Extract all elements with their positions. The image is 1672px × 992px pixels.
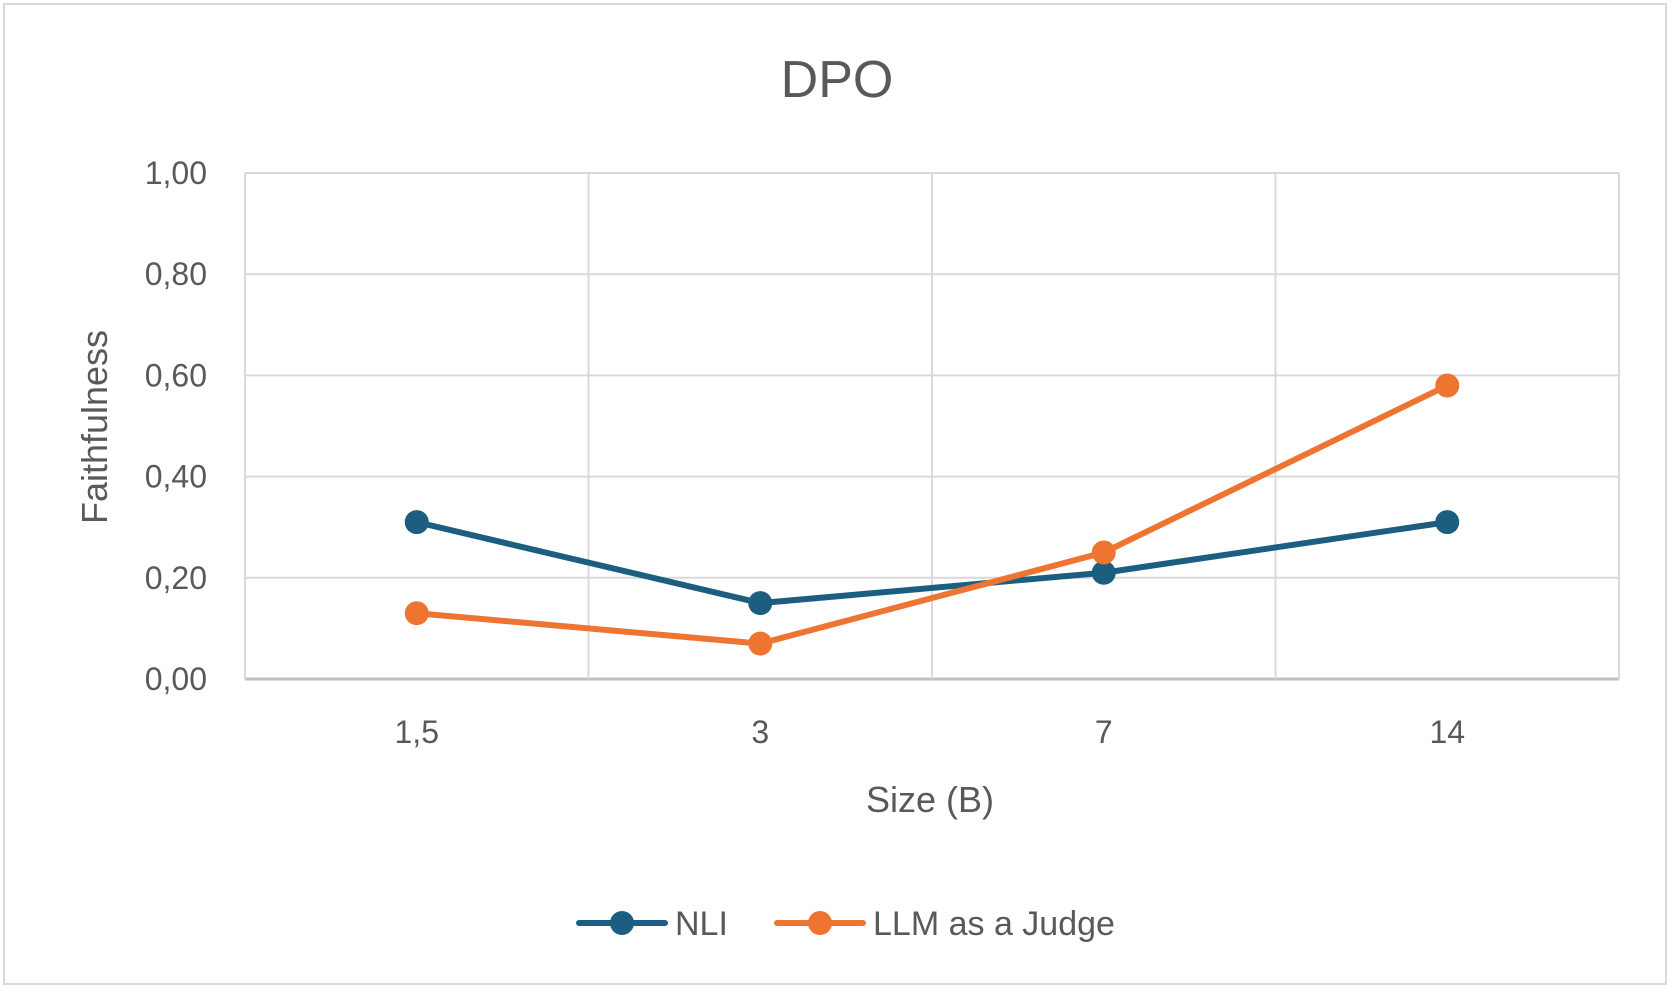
x-axis-title: Size (B) — [866, 779, 994, 820]
series-line — [413, 382, 1451, 647]
data-point — [1435, 510, 1460, 535]
legend-swatch-marker — [808, 911, 832, 935]
series-layer — [404, 373, 1460, 656]
y-tick-label: 0,00 — [145, 661, 207, 697]
data-point — [404, 510, 429, 535]
y-tick-label: 0,60 — [145, 357, 207, 393]
legend-label: NLI — [675, 905, 728, 943]
data-point — [1435, 373, 1460, 398]
y-tick-label: 1,00 — [145, 155, 207, 191]
chart-title: DPO — [781, 51, 894, 109]
data-point — [1091, 560, 1116, 585]
series-line — [413, 519, 1451, 607]
legend-swatch-marker — [610, 911, 634, 935]
x-tick-labels: 1,5 3 7 14 — [395, 714, 1466, 750]
data-point — [1091, 540, 1116, 565]
x-tick-label: 7 — [1095, 714, 1113, 750]
y-tick-label: 0,20 — [145, 560, 207, 596]
y-axis-title: Faithfulness — [74, 330, 115, 524]
x-tick-label: 1,5 — [395, 714, 439, 750]
legend-label: LLM as a Judge — [873, 905, 1115, 943]
x-tick-label: 3 — [751, 714, 769, 750]
y-tick-label: 0,80 — [145, 256, 207, 292]
chart-frame: DPO 0,00 0,20 0,40 0,60 0,80 1,00 1,5 3 7 14 Siz… — [3, 3, 1667, 985]
x-tick-label: 14 — [1429, 714, 1465, 750]
y-tick-label: 0,40 — [145, 459, 207, 495]
data-point — [748, 631, 773, 656]
grid-layer — [244, 172, 1620, 681]
y-tick-labels: 0,00 0,20 0,40 0,60 0,80 1,00 — [145, 155, 207, 697]
line-chart: DPO 0,00 0,20 0,40 0,60 0,80 1,00 1,5 3 7 14 Siz… — [74, 51, 1620, 943]
data-point — [748, 591, 773, 616]
chart-legend: NLI LLM as a Judge — [576, 905, 1115, 943]
data-point — [404, 601, 429, 626]
